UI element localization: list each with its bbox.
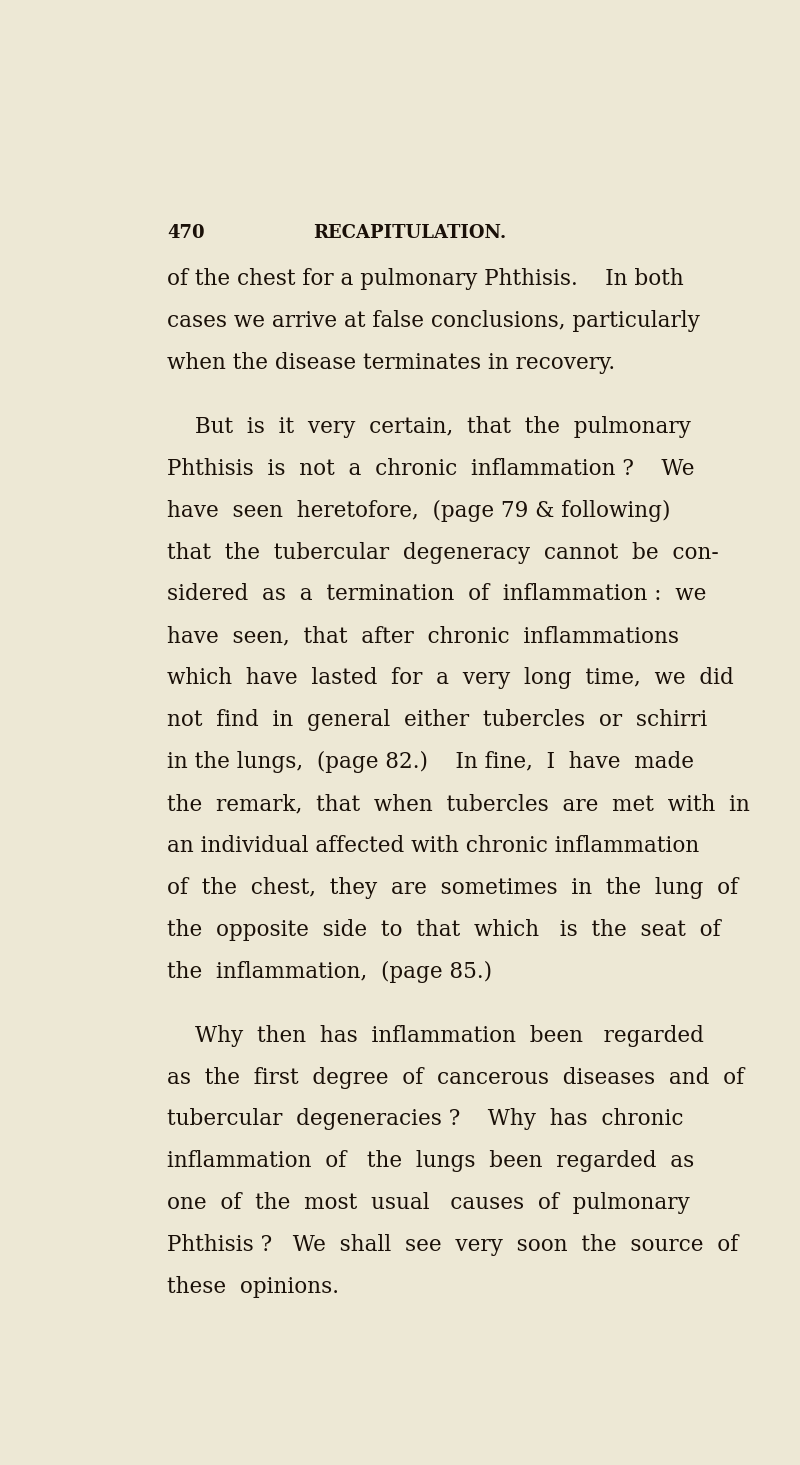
Text: have  seen,  that  after  chronic  inflammations: have seen, that after chronic inflammati… bbox=[167, 626, 679, 648]
Text: RECAPITULATION.: RECAPITULATION. bbox=[314, 224, 506, 242]
Text: of  the  chest,  they  are  sometimes  in  the  lung  of: of the chest, they are sometimes in the … bbox=[167, 878, 738, 900]
Text: as  the  first  degree  of  cancerous  diseases  and  of: as the first degree of cancerous disease… bbox=[167, 1067, 744, 1088]
Text: inflammation  of   the  lungs  been  regarded  as: inflammation of the lungs been regarded … bbox=[167, 1150, 694, 1172]
Text: Why  then  has  inflammation  been   regarded: Why then has inflammation been regarded bbox=[195, 1024, 704, 1046]
Text: cases we arrive at false conclusions, particularly: cases we arrive at false conclusions, pa… bbox=[167, 311, 700, 333]
Text: which  have  lasted  for  a  very  long  time,  we  did: which have lasted for a very long time, … bbox=[167, 668, 734, 690]
Text: Phthisis  is  not  a  chronic  inflammation ?    We: Phthisis is not a chronic inflammation ?… bbox=[167, 457, 694, 479]
Text: tubercular  degeneracies ?    Why  has  chronic: tubercular degeneracies ? Why has chroni… bbox=[167, 1109, 683, 1131]
Text: when the disease terminates in recovery.: when the disease terminates in recovery. bbox=[167, 352, 615, 374]
Text: one  of  the  most  usual   causes  of  pulmonary: one of the most usual causes of pulmonar… bbox=[167, 1193, 690, 1214]
Text: Phthisis ?   We  shall  see  very  soon  the  source  of: Phthisis ? We shall see very soon the so… bbox=[167, 1235, 738, 1257]
Text: But  is  it  very  certain,  that  the  pulmonary: But is it very certain, that the pulmona… bbox=[195, 416, 690, 438]
Text: the  inflammation,  (page 85.): the inflammation, (page 85.) bbox=[167, 961, 492, 983]
Text: sidered  as  a  termination  of  inflammation :  we: sidered as a termination of inflammation… bbox=[167, 583, 706, 605]
Text: that  the  tubercular  degeneracy  cannot  be  con-: that the tubercular degeneracy cannot be… bbox=[167, 542, 718, 564]
Text: the  opposite  side  to  that  which   is  the  seat  of: the opposite side to that which is the s… bbox=[167, 919, 721, 941]
Text: of the chest for a pulmonary Phthisis.    In both: of the chest for a pulmonary Phthisis. I… bbox=[167, 268, 684, 290]
Text: in the lungs,  (page 82.)    In fine,  I  have  made: in the lungs, (page 82.) In fine, I have… bbox=[167, 752, 694, 774]
Text: 470: 470 bbox=[167, 224, 205, 242]
Text: not  find  in  general  either  tubercles  or  schirri: not find in general either tubercles or … bbox=[167, 709, 707, 731]
Text: have  seen  heretofore,  (page 79 & following): have seen heretofore, (page 79 & followi… bbox=[167, 500, 670, 522]
Text: these  opinions.: these opinions. bbox=[167, 1276, 339, 1298]
Text: an individual affected with chronic inflammation: an individual affected with chronic infl… bbox=[167, 835, 699, 857]
Text: the  remark,  that  when  tubercles  are  met  with  in: the remark, that when tubercles are met … bbox=[167, 793, 750, 816]
